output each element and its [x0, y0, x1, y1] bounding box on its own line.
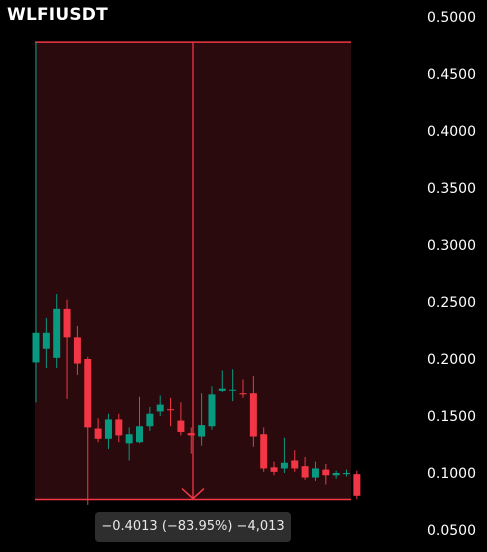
candle-body — [73, 337, 81, 364]
candle — [249, 376, 257, 447]
candle — [53, 294, 61, 369]
candle-body — [332, 473, 340, 476]
candle — [125, 427, 133, 461]
candle — [136, 396, 143, 444]
candle — [229, 369, 237, 402]
candle-body — [280, 462, 288, 469]
candle-body — [249, 393, 257, 437]
candle — [104, 413, 112, 450]
candle-body — [125, 434, 133, 444]
candle — [73, 325, 81, 375]
candle-body — [343, 473, 350, 475]
candle-body — [84, 359, 92, 428]
candle — [115, 413, 123, 443]
candle — [156, 395, 164, 416]
candle — [301, 457, 309, 480]
candle-body — [198, 425, 206, 437]
candle-body — [156, 404, 164, 412]
candle-body — [104, 419, 112, 439]
candle — [42, 317, 50, 369]
measure-tooltip: −0.4013 (−83.95%) −4,013 — [95, 512, 291, 542]
candle-body — [115, 419, 123, 436]
candle — [280, 437, 288, 473]
candle — [260, 427, 268, 472]
price-tick-label: 0.0500 — [427, 523, 476, 539]
candle — [32, 42, 40, 403]
price-tick-label: 0.3500 — [427, 181, 476, 197]
candle-body — [229, 389, 237, 391]
candle — [177, 402, 185, 436]
candle — [94, 418, 102, 443]
candle — [270, 461, 278, 476]
candle-body — [167, 409, 175, 411]
candlestick-series — [32, 42, 361, 505]
candle-body — [301, 466, 309, 478]
candle — [332, 470, 340, 479]
candle — [63, 299, 71, 399]
candle — [353, 470, 361, 500]
candle-body — [208, 394, 216, 427]
candle — [187, 427, 195, 454]
price-axis[interactable]: 0.5000 0.4500 0.4000 0.3500 0.3000 0.2500 0.20… — [427, 10, 476, 539]
candle-body — [146, 413, 154, 427]
candle — [208, 386, 216, 430]
candle-body — [177, 420, 185, 432]
price-tick-label: 0.4500 — [427, 67, 476, 83]
candle-body — [270, 467, 278, 472]
price-tick-label: 0.3000 — [427, 238, 476, 254]
price-tick-label: 0.4000 — [427, 124, 476, 140]
candle-body — [260, 434, 268, 469]
price-tick-label: 0.5000 — [427, 10, 476, 26]
candle — [239, 379, 247, 398]
candle-body — [32, 332, 40, 363]
candle — [84, 356, 92, 505]
candle-body — [94, 428, 102, 439]
candle-body — [63, 308, 71, 338]
candle-body — [291, 460, 299, 469]
candle — [343, 469, 350, 477]
candle-body — [239, 393, 247, 395]
symbol-title: WLFIUSDT — [7, 5, 108, 25]
candle — [311, 461, 319, 481]
candle-body — [322, 469, 330, 476]
candle — [291, 450, 299, 472]
candle-body — [42, 332, 50, 349]
candle — [146, 406, 154, 431]
candle-body — [218, 388, 226, 391]
candle-body — [187, 433, 195, 436]
candle — [218, 370, 226, 393]
price-tick-label: 0.2000 — [427, 352, 476, 368]
candle — [322, 463, 330, 485]
price-tick-label: 0.2500 — [427, 295, 476, 311]
candle-body — [311, 468, 319, 478]
candle — [167, 397, 175, 427]
measure-arrow-icon — [181, 488, 205, 500]
price-range-measure — [35, 41, 351, 501]
candle — [198, 393, 206, 446]
candle-body — [53, 308, 61, 358]
candle-body — [353, 474, 361, 496]
price-tick-label: 0.1500 — [427, 409, 476, 425]
price-tick-label: 0.1000 — [427, 466, 476, 482]
candle-body — [136, 426, 143, 443]
